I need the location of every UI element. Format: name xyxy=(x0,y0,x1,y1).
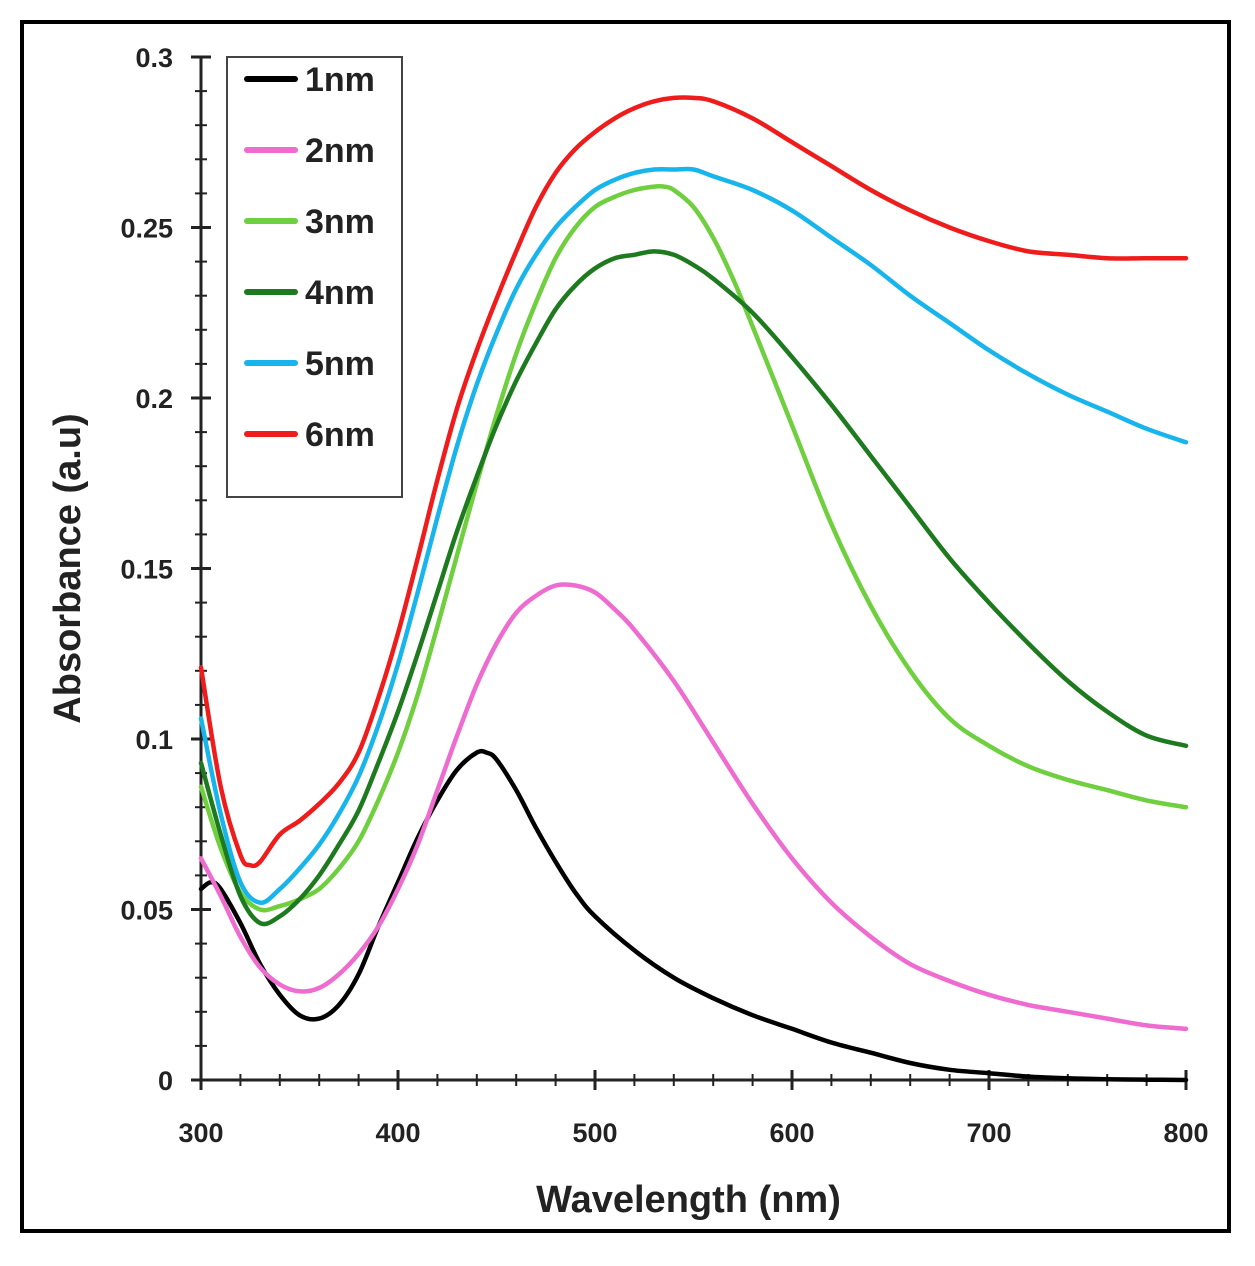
x-tick-label: 500 xyxy=(572,1118,617,1148)
x-tick-label: 800 xyxy=(1163,1118,1208,1148)
plot-area xyxy=(198,95,1189,1083)
series-line-1nm xyxy=(198,748,1189,1083)
y-tick-label: 0.05 xyxy=(120,896,173,926)
legend-label-5nm: 5nm xyxy=(305,345,375,383)
series-line-2nm xyxy=(198,582,1189,1032)
y-tick-label: 0.25 xyxy=(120,214,173,244)
y-tick-label: 0 xyxy=(158,1066,173,1096)
series-line-4nm xyxy=(198,249,1189,927)
x-tick-label: 300 xyxy=(178,1118,223,1148)
x-tick-label: 600 xyxy=(769,1118,814,1148)
y-tick-label: 0.3 xyxy=(135,43,173,73)
x-axis-title: Wavelength (nm) xyxy=(536,1179,841,1221)
legend-label-2nm: 2nm xyxy=(305,132,375,170)
legend: 1nm 2nm 3nm 4nm 5nm 6nm xyxy=(226,56,403,498)
legend-label-4nm: 4nm xyxy=(305,274,375,312)
x-tick-label: 400 xyxy=(375,1118,420,1148)
x-tick-label: 700 xyxy=(966,1118,1011,1148)
legend-label-1nm: 1nm xyxy=(305,61,375,99)
y-tick-label: 0.2 xyxy=(135,384,173,414)
legend-label-3nm: 3nm xyxy=(305,203,375,241)
y-tick-label: 0.15 xyxy=(120,555,173,585)
series-line-5nm xyxy=(198,166,1189,905)
legend-box xyxy=(226,56,403,498)
y-tick-label: 0.1 xyxy=(135,725,173,755)
y-axis-title: Absorbance (a.u) xyxy=(47,413,89,723)
legend-label-6nm: 6nm xyxy=(305,416,375,454)
series-line-6nm xyxy=(198,95,1189,869)
figure-frame xyxy=(20,20,1231,1233)
axes: 0 0.05 0.1 0.15 0.2 0.25 0.3 300 400 500 600 700 800 xyxy=(120,43,1208,1148)
series-line-3nm xyxy=(198,183,1189,913)
